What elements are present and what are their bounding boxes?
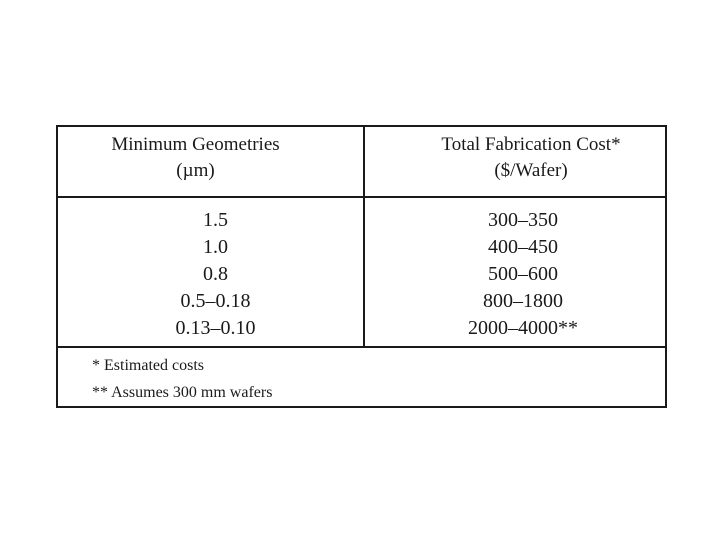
cost-cell: 800–1800: [483, 290, 563, 312]
header-cost-title: Total Fabrication Cost*: [441, 134, 621, 155]
cost-cell: 400–450: [488, 236, 558, 258]
footnote-divider: [58, 346, 665, 348]
footnote-wafer-size: ** Assumes 300 mm wafers: [92, 384, 273, 401]
geometry-cell: 1.0: [203, 236, 228, 258]
geometry-column: 1.5 1.0 0.8 0.5–0.18 0.13–0.10: [118, 207, 313, 342]
cost-cell: 2000–4000**: [468, 317, 578, 339]
header-cost-unit: ($/Wafer): [494, 160, 568, 181]
geometry-cell: 0.13–0.10: [175, 317, 256, 339]
column-divider: [363, 127, 365, 348]
header-geometry-unit: (µm): [176, 160, 215, 181]
geometry-cell: 0.5–0.18: [180, 290, 251, 312]
header-total-fabrication-cost: Total Fabrication Cost* ($/Wafer): [393, 127, 669, 196]
footnote-estimated-costs: * Estimated costs: [92, 357, 204, 374]
cost-column: 300–350 400–450 500–600 800–1800 2000–40…: [423, 207, 623, 342]
geometry-cell: 0.8: [203, 263, 228, 285]
geometry-cell: 1.5: [203, 209, 228, 231]
cost-cell: 500–600: [488, 263, 558, 285]
header-minimum-geometries: Minimum Geometries (µm): [58, 127, 333, 196]
fabrication-cost-table: Minimum Geometries (µm) Total Fabricatio…: [56, 125, 667, 408]
header-geometry-title: Minimum Geometries: [111, 134, 280, 155]
header-divider: [58, 196, 665, 198]
footnotes: * Estimated costs ** Assumes 300 mm wafe…: [92, 352, 272, 406]
cost-cell: 300–350: [488, 209, 558, 231]
